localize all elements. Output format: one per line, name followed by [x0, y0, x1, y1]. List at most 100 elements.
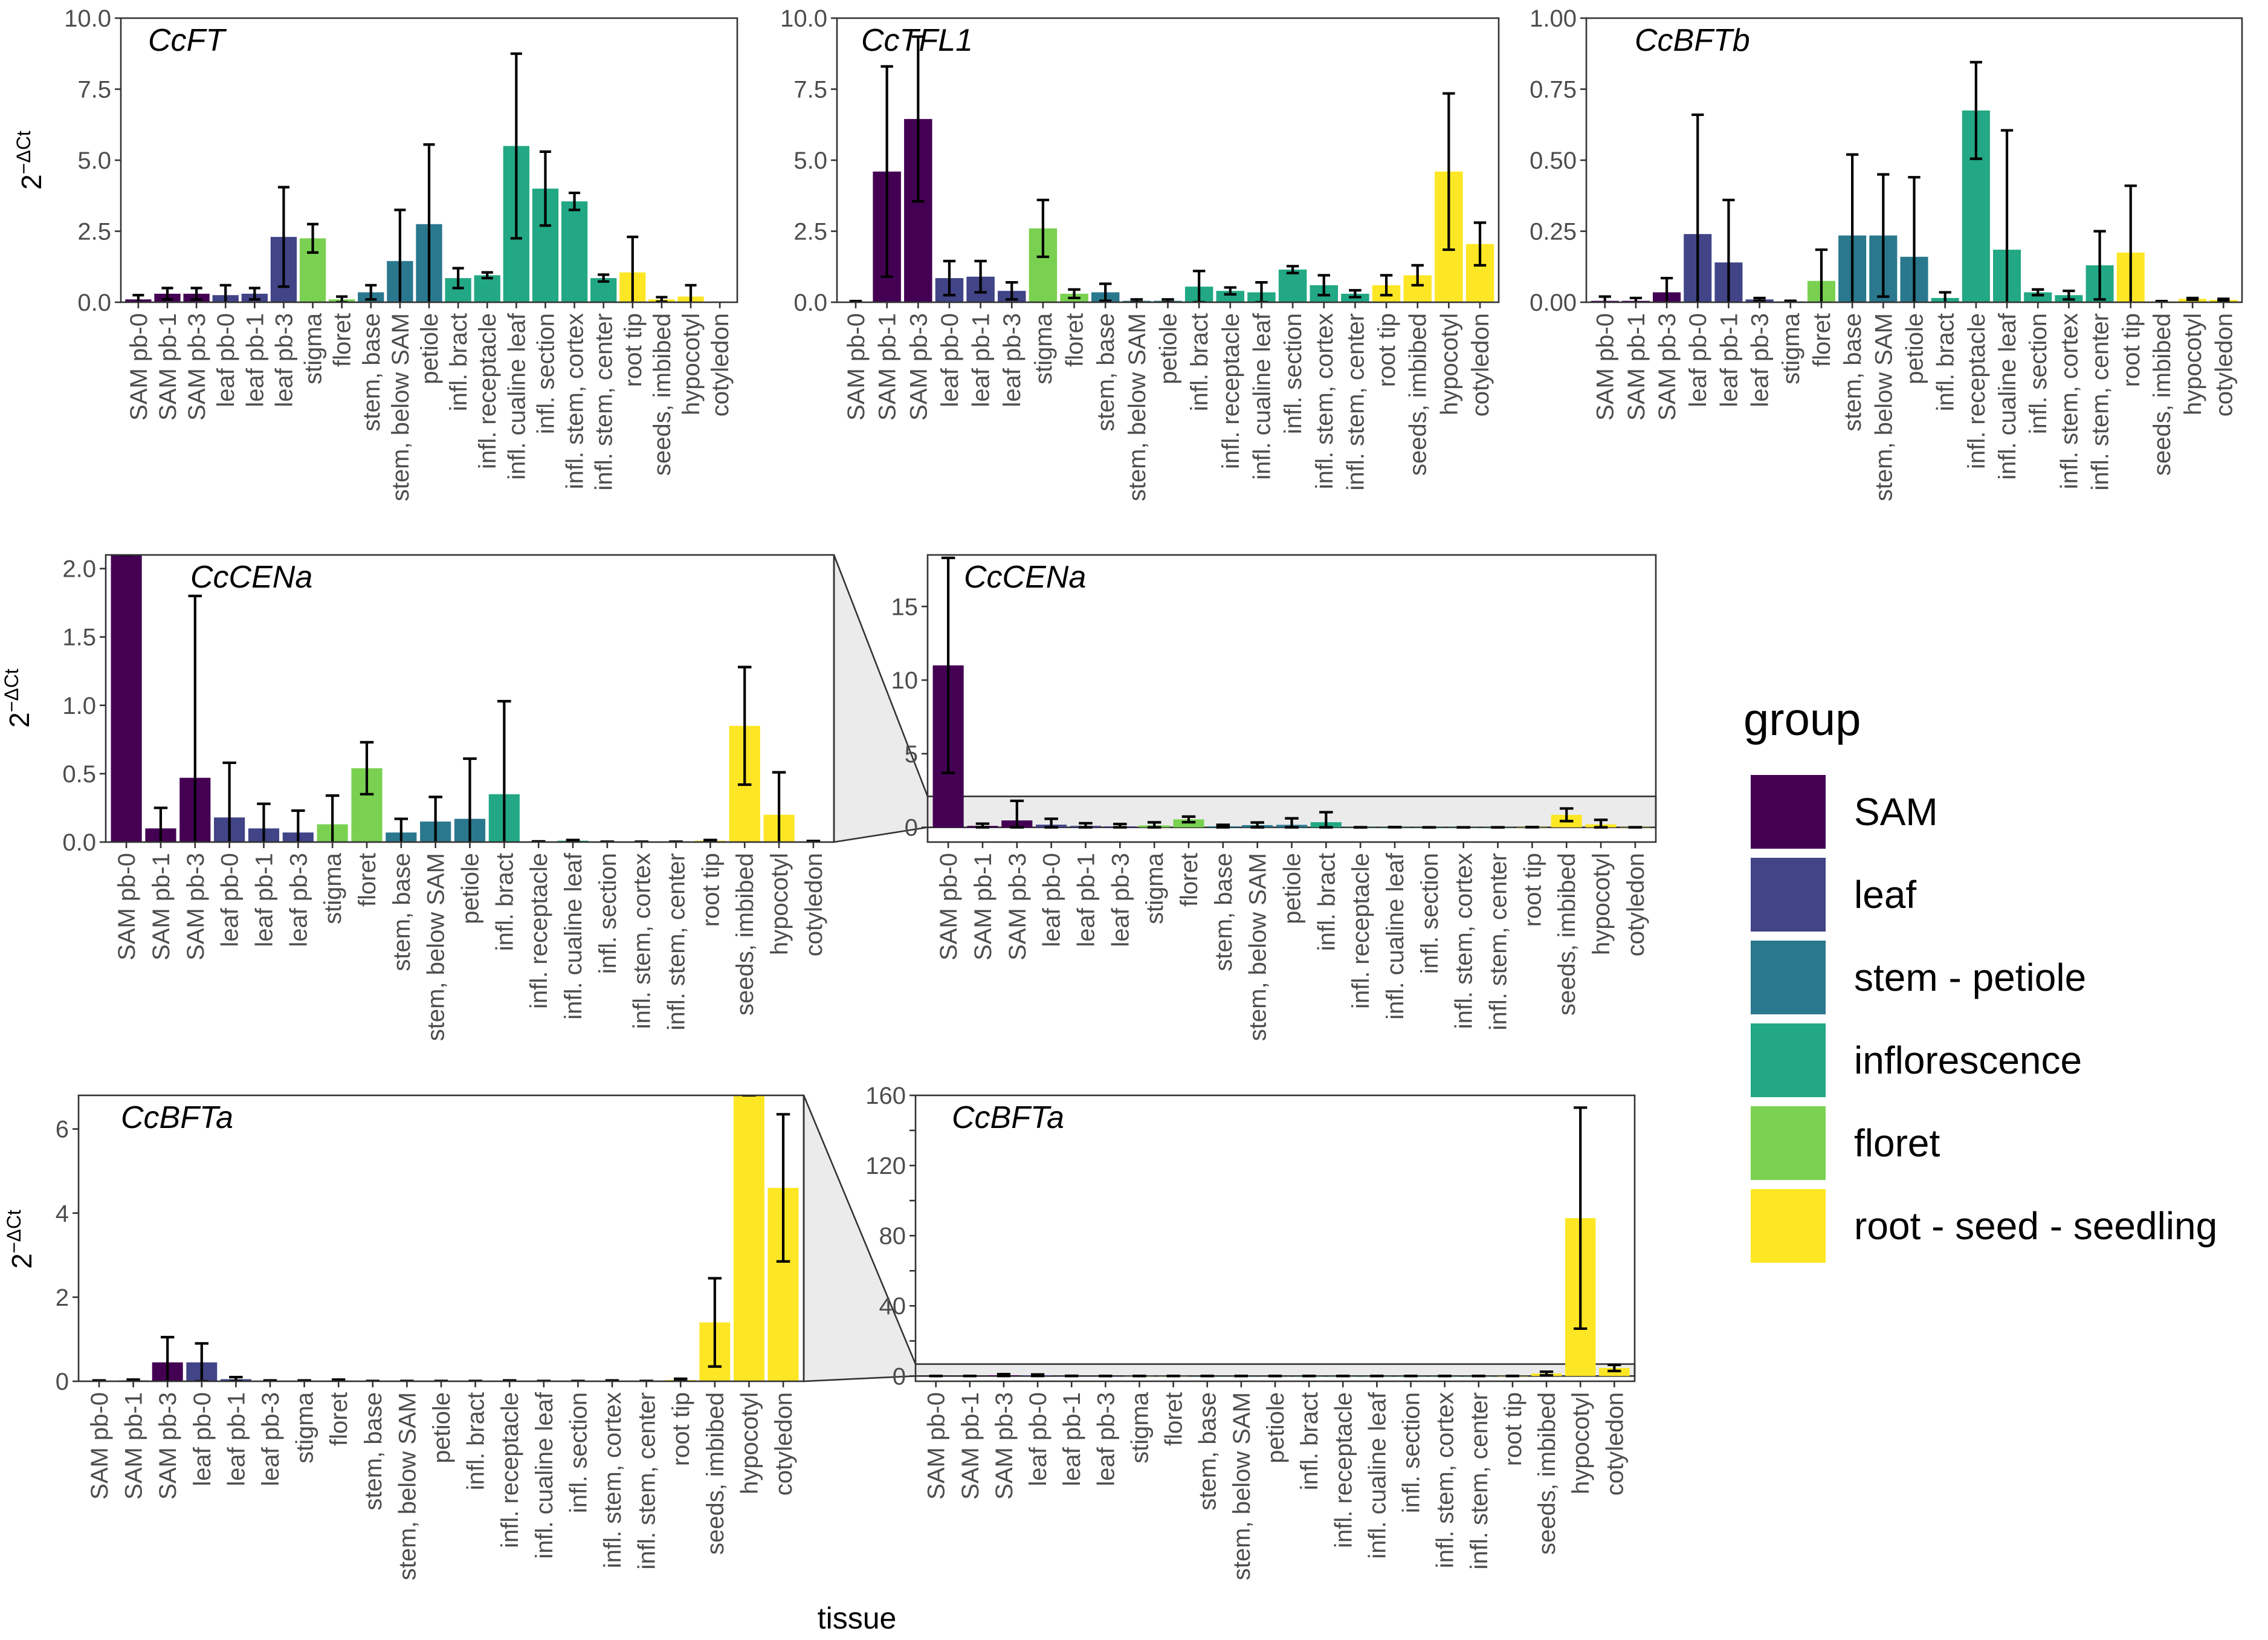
- x-tick-label-ccbfta_zoom-20: cotyledon: [771, 1392, 797, 1496]
- error-bar-ccft-2: [190, 287, 202, 301]
- error-bar-ccbftb-9: [1877, 173, 1890, 298]
- error-bar-cccena_full-10: [1285, 817, 1299, 829]
- x-tick-label-ccbfta_zoom-15: infl. stem, cortex: [599, 1392, 626, 1568]
- y-tick-label-ccft-3: 7.5: [77, 77, 111, 103]
- x-tick-label-ccft-4: leaf pb-1: [242, 313, 268, 407]
- legend-label-2: stem - petiole: [1854, 956, 2086, 999]
- error-bar-cctfl1-19: [1443, 92, 1455, 251]
- plot-frame-ccbfta_full: [914, 1094, 1636, 1382]
- error-bar-ccbftb-8: [1846, 153, 1859, 302]
- x-tick-label-ccbfta_zoom-8: stem, base: [360, 1392, 387, 1511]
- x-tick-label-ccbftb-8: stem, base: [1840, 313, 1866, 432]
- error-bar-cccena_zoom-9: [428, 796, 442, 842]
- error-bar-ccbfta_zoom-3: [195, 1342, 208, 1381]
- y-tick-label-ccbfta_zoom-3: 6: [56, 1117, 69, 1143]
- error-bar-ccft-12: [481, 271, 493, 280]
- chart-ccbftb: 0.00 0.25 0.50 0.75 1.00 SAM pb-0 SAM pb-1 SAM …: [1530, 5, 2243, 501]
- legend-label-3: inflorescence: [1854, 1039, 2082, 1082]
- x-tick-label-ccbfta_zoom-5: leaf pb-3: [257, 1392, 284, 1486]
- y-tick-label-cccena_zoom-2: 1.0: [62, 693, 96, 719]
- error-bar-cccena_zoom-7: [360, 741, 374, 796]
- error-bar-cccena_full-0: [941, 556, 955, 774]
- bar-ccbftb-14: [2024, 292, 2052, 302]
- x-tick-label-ccbftb-19: hypocotyl: [2180, 313, 2206, 415]
- error-bar-cctfl1-8: [1099, 282, 1112, 302]
- x-tick-label-ccbftb-14: infl. section: [2025, 313, 2052, 434]
- x-tick-label-ccbfta_full-12: infl. receptacle: [1330, 1392, 1357, 1548]
- y-tick-label-ccft-2: 5.0: [77, 147, 111, 174]
- bars: [920, 1106, 1630, 1378]
- x-tick-label-ccbfta_zoom-9: stem, below SAM: [394, 1392, 421, 1580]
- y-tick-label-cctfl1-0: 0.0: [793, 290, 827, 316]
- y-axis-label-superscript: −ΔCt: [1, 669, 22, 712]
- x-tick-label-ccbftb-15: infl. stem, cortex: [2056, 313, 2082, 489]
- legend-swatch-4: [1751, 1106, 1826, 1180]
- bars: [1591, 60, 2238, 302]
- error-bar-ccbftb-10: [1908, 176, 1921, 302]
- x-tick-label-cccena_full-20: cotyledon: [1623, 853, 1649, 956]
- error-bar-ccft-3: [219, 284, 231, 302]
- x-tick-label-ccbfta_full-14: infl. section: [1398, 1392, 1425, 1513]
- y-tick-label-ccbfta_full-2: 80: [879, 1223, 906, 1249]
- x-tick-label-ccbftb-11: infl. bract: [1933, 313, 1959, 411]
- error-bar-cccena_full-1: [975, 822, 990, 829]
- error-bar-ccbfta_full-2: [997, 1373, 1011, 1378]
- y-axis-label: 2−ΔCt: [3, 1210, 37, 1269]
- error-bar-cctfl1-2: [912, 35, 925, 203]
- y-axis-label-base: 2: [6, 1253, 37, 1269]
- error-bar-ccft-8: [365, 284, 377, 301]
- chart-cccena_zoom: 0.0 0.5 1.0 1.5 2.0 SAM pb-0 SAM pb-1 SAM pb-3 l…: [62, 554, 835, 1041]
- error-bar-cccena_zoom-10: [463, 757, 477, 842]
- x-tick-label-cctfl1-13: infl. cualine leaf: [1249, 313, 1275, 480]
- error-bar-ccft-11: [452, 267, 464, 290]
- error-bar-cctfl1-20: [1473, 221, 1487, 267]
- y-tick-label-cctfl1-1: 2.5: [793, 219, 827, 245]
- y-tick-label-cctfl1-4: 10.0: [780, 5, 827, 32]
- error-bar-cccena_full-9: [1250, 821, 1264, 829]
- x-tick-label-cctfl1-9: stem, below SAM: [1124, 313, 1151, 501]
- x-tick-label-cccena_zoom-16: infl. stem, center: [664, 853, 690, 1030]
- y-tick-label-cccena_full-3: 15: [891, 594, 919, 620]
- x-tick-label-ccbfta_full-10: petiole: [1262, 1392, 1289, 1463]
- bar-ccft-15: [561, 201, 588, 302]
- y-tick-label-ccbftb-0: 0.00: [1530, 290, 1577, 316]
- x-tick-label-cccena_zoom-12: infl. receptacle: [526, 853, 552, 1009]
- y-tick-label-cccena_zoom-0: 0.0: [62, 829, 96, 856]
- error-bar-ccbftb-17: [2124, 184, 2137, 302]
- bar-cccena_zoom-0: [111, 555, 142, 842]
- legend-title: group: [1743, 694, 1861, 745]
- x-tick-label-ccft-5: leaf pb-3: [271, 313, 297, 407]
- legend-swatch-5: [1751, 1189, 1826, 1263]
- x-tick-label-ccbfta_zoom-10: petiole: [428, 1392, 455, 1463]
- error-bar-cctfl1-16: [1349, 289, 1362, 299]
- x-tick-label-ccft-13: infl. cualine leaf: [503, 313, 530, 480]
- x-tick-label-cccena_full-2: SAM pb-3: [1004, 853, 1031, 961]
- x-tick-label-cctfl1-10: petiole: [1155, 313, 1182, 384]
- x-tick-label-cctfl1-16: infl. stem, center: [1342, 313, 1369, 490]
- x-tick-label-cccena_full-6: stigma: [1142, 852, 1168, 924]
- x-tick-label-ccft-11: infl. bract: [445, 313, 472, 411]
- x-tick-label-ccbfta_full-8: stem, base: [1195, 1392, 1221, 1511]
- x-tick-label-cccena_full-16: infl. stem, center: [1485, 853, 1512, 1030]
- legend-label-4: floret: [1854, 1121, 1940, 1165]
- error-bar-ccbftb-5: [1753, 296, 1766, 302]
- plot-frame-ccbfta_zoom: [77, 1094, 805, 1382]
- x-tick-label-ccft-10: petiole: [416, 313, 443, 384]
- x-tick-label-ccbfta_zoom-12: infl. receptacle: [497, 1392, 523, 1548]
- x-tick-label-ccbfta_full-0: SAM pb-0: [923, 1392, 950, 1500]
- x-tick-label-cccena_full-9: stem, below SAM: [1245, 853, 1271, 1041]
- error-bar-cccena_zoom-6: [325, 794, 340, 842]
- y-tick-label-cccena_full-2: 10: [891, 667, 919, 694]
- error-bar-cctfl1-3: [943, 259, 956, 297]
- error-bar-ccft-16: [598, 273, 610, 283]
- error-bar-cctfl1-12: [1224, 286, 1237, 296]
- error-bar-cccena_full-5: [1113, 822, 1127, 829]
- x-tick-label-cccena_zoom-14: infl. section: [595, 853, 621, 974]
- legend: group SAM leaf stem - petiole inflorescence…: [1743, 694, 2217, 1263]
- error-bar-cccena_zoom-17: [703, 838, 717, 842]
- x-tick-label-cccena_full-15: infl. stem, cortex: [1451, 853, 1478, 1029]
- y-tick-label-ccbfta_full-3: 120: [865, 1153, 906, 1179]
